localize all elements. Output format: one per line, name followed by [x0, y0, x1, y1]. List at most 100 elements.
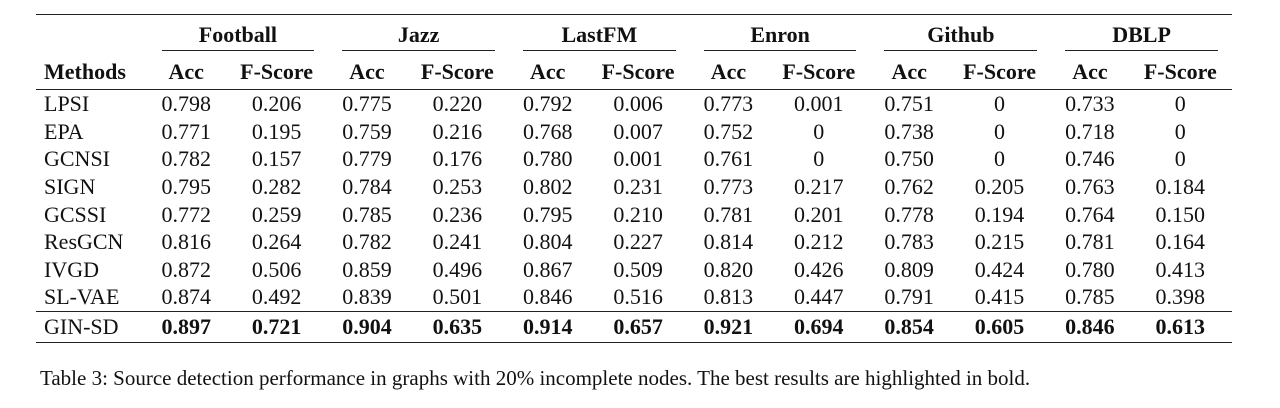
acc-value-cell: 0.816	[161, 229, 211, 255]
dataset-header: Football	[148, 15, 329, 54]
table-row: EPA 0.771 0.195 0.759 0.216 0.768 0.007 0.752 0 0…	[36, 118, 1232, 146]
acc-value-cell: 0.785	[1065, 284, 1115, 310]
acc-value-cell: 0.763	[1065, 174, 1115, 200]
fscore-value-cell: 0.605	[947, 310, 1052, 343]
acc-value-cell: 0.921	[689, 310, 768, 343]
acc-value-cell: 0.718	[1065, 118, 1115, 144]
table-row: SL-VAE 0.874 0.492 0.839 0.501 0.846 0.516 0.81…	[36, 283, 1232, 311]
fscore-value-cell: 0.164	[1155, 229, 1206, 255]
fscore-value-cell: 0.217	[794, 174, 844, 200]
acc-value-cell: 0.859	[342, 256, 392, 282]
fscore-value-cell: 0.259	[251, 201, 302, 227]
fscore-value-cell: 0.635	[405, 310, 509, 343]
fscore-value-cell: 0.447	[794, 284, 844, 310]
acc-header: Acc	[689, 53, 768, 90]
fscore-value-cell: 0	[994, 91, 1006, 117]
acc-header: Acc	[1051, 53, 1129, 90]
fscore-value-cell: 0.231	[613, 174, 663, 200]
fscore-value-cell: 0.253	[432, 174, 483, 200]
fscore-value-cell: 0.613	[1128, 310, 1232, 343]
metric-header-row: Methods Acc F-Score Acc F-Score Acc F-Sc…	[36, 53, 1232, 90]
best-method-row: GIN-SD 0.897 0.721 0.904 0.635 0.914 0.657 0.92…	[36, 310, 1232, 343]
fscore-value-cell: 0.205	[974, 174, 1025, 200]
acc-value-cell: 0.752	[703, 118, 754, 144]
dataset-header-label: Enron	[750, 21, 810, 47]
dataset-header: Enron	[690, 15, 871, 54]
fscore-value-cell: 0.194	[974, 201, 1025, 227]
acc-value-cell: 0.809	[884, 256, 934, 282]
fscore-value-cell: 0.157	[251, 146, 302, 172]
acc-value-cell: 0.802	[522, 174, 573, 200]
fscore-value-cell: 0.398	[1155, 284, 1206, 310]
fscore-value-cell: 0.509	[613, 256, 663, 282]
fscore-value-cell: 0.210	[613, 201, 663, 227]
acc-value-cell: 0.792	[522, 91, 573, 117]
acc-value-cell: 0.846	[522, 284, 573, 310]
acc-value-cell: 0.764	[1065, 201, 1115, 227]
acc-value-cell: 0.768	[522, 118, 573, 144]
table-row: GCNSI 0.782 0.157 0.779 0.176 0.780 0.001 0.761…	[36, 145, 1232, 173]
fscore-value-cell: 0.496	[432, 256, 483, 282]
fscore-value-cell: 0.150	[1155, 201, 1206, 227]
method-name-cell: IVGD	[44, 256, 99, 282]
acc-value-cell: 0.771	[161, 118, 211, 144]
acc-value-cell: 0.779	[342, 146, 392, 172]
dataset-header: LastFM	[509, 15, 690, 54]
fscore-value-cell: 0.212	[794, 229, 844, 255]
method-name-cell: SL-VAE	[44, 284, 120, 310]
acc-value-cell: 0.839	[342, 284, 392, 310]
acc-value-cell: 0.781	[703, 201, 754, 227]
acc-value-cell: 0.784	[342, 174, 392, 200]
acc-value-cell: 0.751	[884, 91, 934, 117]
method-name-cell: ResGCN	[44, 229, 124, 255]
fscore-value-cell: 0.195	[251, 118, 302, 144]
acc-value-cell: 0.914	[509, 310, 587, 343]
acc-value-cell: 0.762	[884, 174, 934, 200]
acc-header: Acc	[147, 53, 225, 90]
method-name-cell: GCNSI	[44, 146, 111, 172]
results-table: Football Jazz LastFM Enron Github DBLP M…	[36, 14, 1232, 343]
fscore-value-cell: 0.721	[224, 310, 329, 343]
acc-value-cell: 0.750	[884, 146, 934, 172]
acc-value-cell: 0.820	[703, 256, 754, 282]
acc-value-cell: 0.813	[703, 284, 754, 310]
method-name-cell: SIGN	[44, 174, 96, 200]
acc-value-cell: 0.782	[161, 146, 211, 172]
acc-value-cell: 0.798	[161, 91, 211, 117]
dataset-header-label: Jazz	[397, 21, 440, 47]
fscore-header: F-Score	[767, 53, 871, 90]
fscore-header: F-Score	[1128, 53, 1232, 90]
acc-value-cell: 0.846	[1051, 310, 1129, 343]
acc-value-cell: 0.795	[161, 174, 211, 200]
dataset-header: Jazz	[328, 15, 509, 54]
acc-value-cell: 0.897	[147, 310, 225, 343]
fscore-value-cell: 0.201	[794, 201, 844, 227]
fscore-value-cell: 0.236	[432, 201, 483, 227]
results-table-container: Football Jazz LastFM Enron Github DBLP M…	[36, 14, 1232, 343]
table-row: IVGD 0.872 0.506 0.859 0.496 0.867 0.509 0.820 0…	[36, 256, 1232, 284]
acc-value-cell: 0.775	[342, 91, 392, 117]
fscore-value-cell: 0.415	[974, 284, 1025, 310]
fscore-value-cell: 0	[994, 146, 1006, 172]
dataset-header: DBLP	[1051, 15, 1232, 54]
fscore-value-cell: 0.176	[432, 146, 483, 172]
fscore-value-cell: 0	[1174, 91, 1186, 117]
fscore-header: F-Score	[224, 53, 329, 90]
acc-value-cell: 0.733	[1065, 91, 1115, 117]
fscore-value-cell: 0.241	[432, 229, 483, 255]
table-row: ResGCN 0.816 0.264 0.782 0.241 0.804 0.227 0.81…	[36, 228, 1232, 256]
fscore-value-cell: 0	[1174, 146, 1186, 172]
acc-value-cell: 0.746	[1065, 146, 1115, 172]
acc-value-cell: 0.780	[1065, 256, 1115, 282]
fscore-value-cell: 0.001	[794, 91, 844, 117]
fscore-header: F-Score	[947, 53, 1052, 90]
fscore-value-cell: 0.282	[251, 174, 302, 200]
acc-value-cell: 0.854	[870, 310, 948, 343]
acc-value-cell: 0.904	[328, 310, 406, 343]
fscore-value-cell: 0.657	[586, 310, 690, 343]
acc-value-cell: 0.759	[342, 118, 392, 144]
fscore-value-cell: 0.220	[432, 91, 483, 117]
methods-header: Methods	[36, 53, 148, 90]
table-row: LPSI 0.798 0.206 0.775 0.220 0.792 0.006 0.773 0…	[36, 90, 1232, 118]
dataset-header-label: Github	[927, 21, 995, 47]
